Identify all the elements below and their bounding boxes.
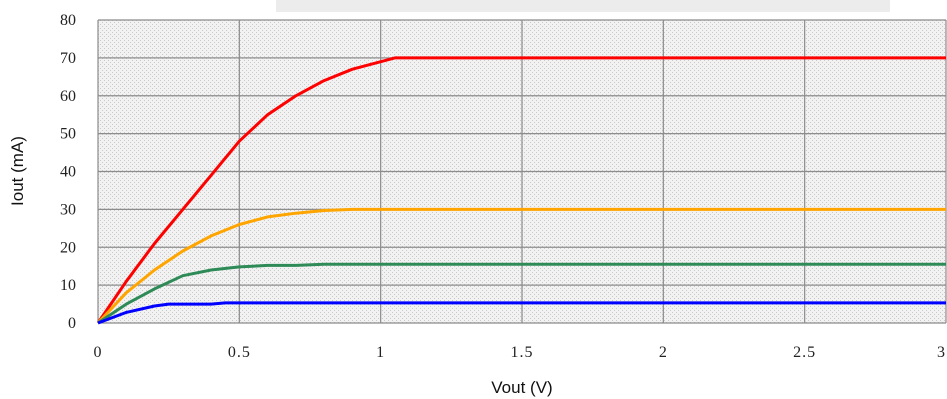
y-tick-label: 80: [60, 12, 76, 29]
series-line-4: [97, 301, 946, 325]
series-line-2: [96, 207, 946, 325]
x-tick-label: 2: [659, 344, 668, 361]
y-tick-label: 70: [60, 50, 76, 67]
x-tick-labels: 0 0.5 1 1.5 2 2.5 3: [94, 344, 946, 361]
y-tick-labels: 0 10 20 30 40 50 60 70 80: [60, 12, 76, 332]
x-tick-label: 1.5: [511, 344, 534, 361]
x-tick-label: 0: [94, 344, 103, 361]
y-tick-label: 10: [60, 277, 76, 294]
y-tick-label: 40: [60, 164, 76, 181]
y-tick-label: 30: [60, 201, 76, 218]
series-line-3: [97, 262, 946, 325]
series-lines: [96, 56, 946, 325]
series-line-1: [96, 56, 946, 324]
y-tick-label: 20: [60, 239, 76, 256]
x-tick-label: 1: [376, 344, 385, 361]
y-tick-label: 60: [60, 88, 76, 105]
y-tick-label: 0: [68, 315, 76, 332]
x-axis-title: Vout (V): [491, 378, 552, 397]
x-tick-label: 2.5: [793, 344, 816, 361]
header-bar: [276, 0, 890, 12]
gridlines: [97, 19, 947, 324]
x-tick-label: 3: [937, 344, 946, 361]
y-tick-label: 50: [60, 126, 76, 143]
x-tick-label: 0.5: [228, 344, 251, 361]
y-axis-title: Iout (mA): [8, 136, 27, 206]
